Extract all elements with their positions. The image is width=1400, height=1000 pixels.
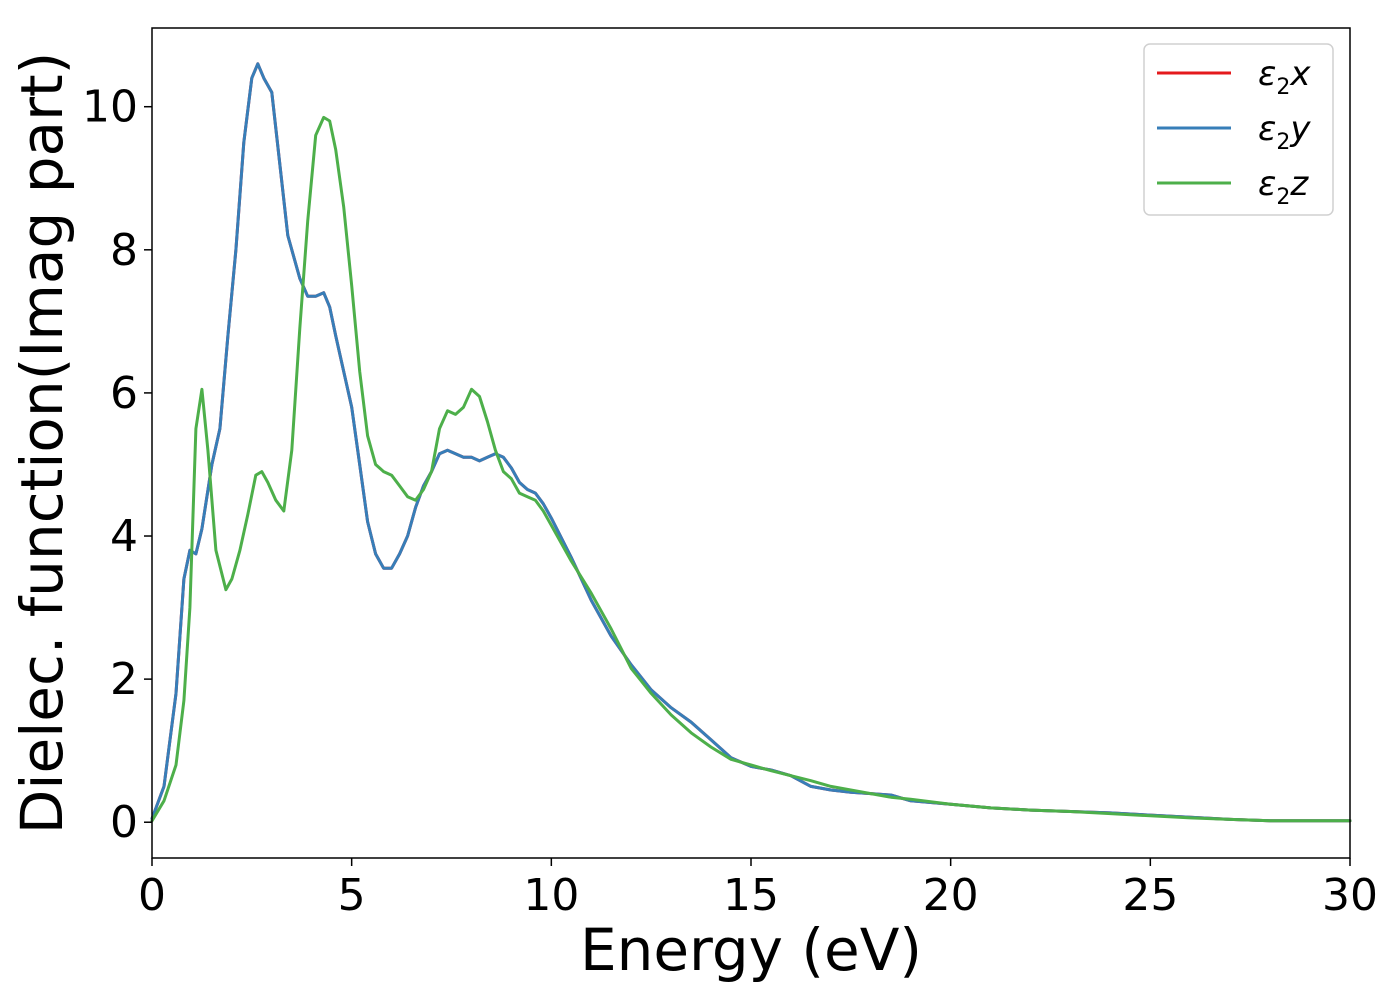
x-tick-label: 30: [1322, 870, 1378, 921]
series-line-3: [150, 115, 1352, 823]
x-axis-title: Energy (eV): [580, 916, 922, 984]
x-tick-label: 20: [923, 870, 979, 921]
y-tick-label: 10: [82, 82, 138, 133]
y-tick-label: 0: [110, 797, 138, 848]
x-tick-label: 15: [723, 870, 779, 921]
x-axis-ticks: 0 5 10 15 20 25 30: [138, 858, 1378, 921]
plot-lines: [150, 62, 1352, 823]
legend: ε2x ε2y ε2z: [1143, 43, 1334, 216]
legend-label: ε2x: [1258, 54, 1311, 100]
legend-entries: ε2x ε2y ε2z: [1157, 54, 1311, 210]
x-tick-label: 5: [338, 870, 366, 921]
y-tick-label: 6: [110, 368, 138, 419]
x-tick-label: 0: [138, 870, 166, 921]
legend-box: [1143, 43, 1334, 216]
y-tick-label: 2: [110, 654, 138, 705]
legend-label: ε2y: [1258, 109, 1311, 155]
x-tick-label: 25: [1122, 870, 1178, 921]
y-axis-title: Dielec. function(Imag part): [8, 52, 76, 835]
y-axis-ticks: 0 2 4 6 8 10: [82, 82, 152, 848]
y-tick-label: 8: [110, 225, 138, 276]
legend-label: ε2z: [1258, 164, 1309, 210]
y-tick-label: 4: [110, 511, 138, 562]
x-tick-label: 10: [523, 870, 579, 921]
